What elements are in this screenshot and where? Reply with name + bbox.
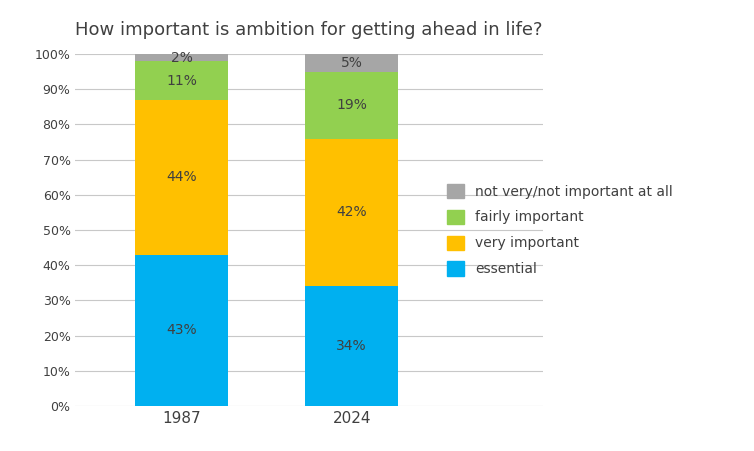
- Bar: [135, 61, 228, 100]
- Text: 44%: 44%: [167, 170, 197, 184]
- Text: 42%: 42%: [336, 205, 367, 220]
- Bar: [305, 138, 398, 286]
- Bar: [305, 72, 398, 138]
- Text: 19%: 19%: [336, 98, 367, 112]
- Text: 11%: 11%: [166, 74, 197, 87]
- Bar: [135, 54, 228, 61]
- Title: How important is ambition for getting ahead in life?: How important is ambition for getting ah…: [75, 21, 543, 39]
- Bar: [305, 54, 398, 72]
- Text: 5%: 5%: [341, 56, 363, 70]
- Bar: [135, 100, 228, 255]
- Text: 2%: 2%: [170, 51, 192, 64]
- Bar: [135, 255, 228, 406]
- Legend: not very/not important at all, fairly important, very important, essential: not very/not important at all, fairly im…: [447, 184, 673, 276]
- Text: 34%: 34%: [336, 339, 367, 353]
- Bar: [305, 286, 398, 406]
- Text: 43%: 43%: [167, 323, 197, 337]
